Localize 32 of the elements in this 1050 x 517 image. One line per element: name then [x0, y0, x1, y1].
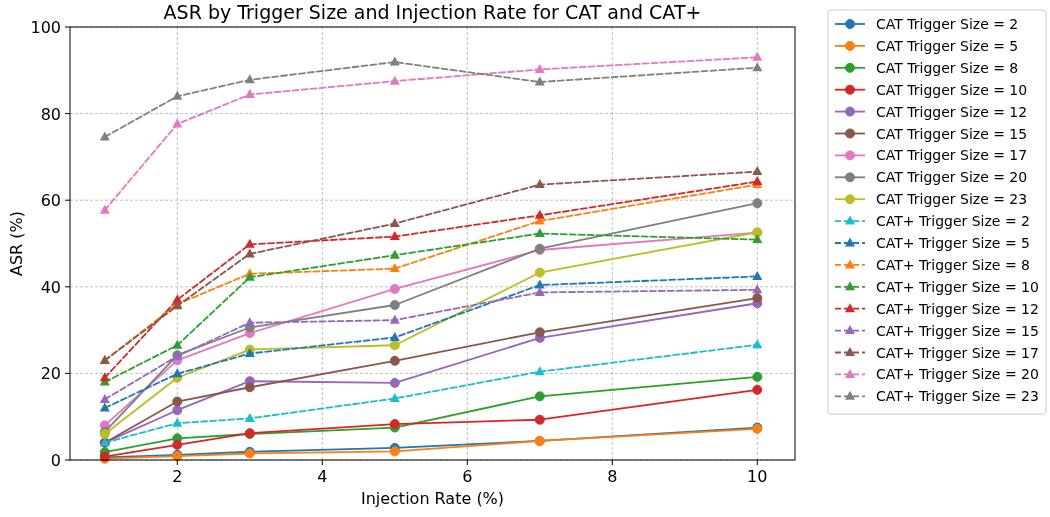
- legend-label: CAT Trigger Size = 5: [876, 37, 1019, 54]
- y-axis-title: ASR (%): [7, 211, 26, 276]
- legend-label: CAT Trigger Size = 2: [876, 16, 1019, 32]
- legend-label: CAT+ Trigger Size = 12: [876, 300, 1039, 317]
- x-tick-label: 4: [317, 467, 328, 486]
- y-tick-label: 40: [40, 277, 61, 297]
- legend-label: CAT+ Trigger Size = 23: [876, 388, 1039, 405]
- legend-label: CAT Trigger Size = 12: [876, 103, 1028, 120]
- legend-label: CAT Trigger Size = 23: [876, 191, 1028, 208]
- y-tick-label: 0: [50, 451, 61, 470]
- chart-title: ASR by Trigger Size and Injection Rate for CAT and CAT+: [163, 1, 702, 23]
- legend-label: CAT Trigger Size = 20: [876, 169, 1028, 186]
- x-axis-title: Injection Rate (%): [360, 489, 505, 508]
- legend-label: CAT+ Trigger Size = 10: [876, 278, 1039, 295]
- legend-label: CAT Trigger Size = 10: [876, 81, 1028, 98]
- y-tick-label: 20: [40, 364, 61, 384]
- legend-label: CAT Trigger Size = 17: [876, 147, 1028, 164]
- y-tick-label: 80: [40, 104, 61, 124]
- x-tick-label: 8: [607, 467, 618, 486]
- legend-label: CAT+ Trigger Size = 2: [876, 213, 1031, 230]
- legend-label: CAT+ Trigger Size = 5: [876, 235, 1031, 251]
- x-tick-label: 10: [747, 467, 768, 486]
- legend-label: CAT Trigger Size = 15: [876, 125, 1028, 142]
- legend-label: CAT+ Trigger Size = 20: [876, 366, 1039, 383]
- x-tick-label: 2: [172, 467, 183, 486]
- legend-label: CAT+ Trigger Size = 15: [876, 322, 1039, 339]
- legend-label: CAT+ Trigger Size = 17: [876, 344, 1039, 361]
- x-tick-label: 6: [462, 467, 473, 486]
- y-tick-label: 100: [30, 18, 61, 37]
- legend-label: CAT+ Trigger Size = 8: [876, 256, 1031, 273]
- legend-label: CAT Trigger Size = 8: [876, 59, 1019, 76]
- y-tick-label: 60: [40, 191, 61, 211]
